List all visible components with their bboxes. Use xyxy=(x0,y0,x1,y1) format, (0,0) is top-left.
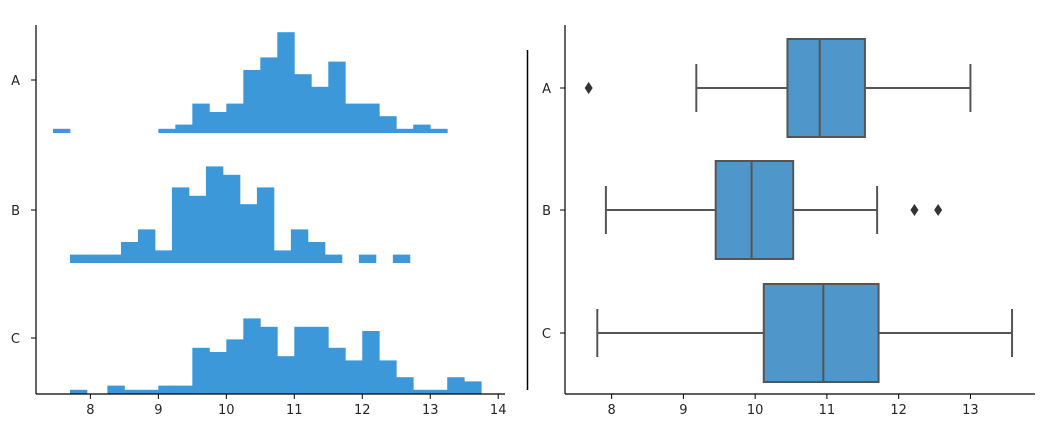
boxplot-panel: 8 9 10 11 12 13 A B C xyxy=(542,25,1035,418)
hist-bar-B xyxy=(103,254,122,263)
hist-bar-C xyxy=(107,385,125,394)
hist-bar-B xyxy=(120,242,139,263)
x-tick-label: 12 xyxy=(890,403,907,418)
hist-bar-C xyxy=(430,389,448,394)
hist-bar-B xyxy=(69,254,88,263)
x-tick-label: 10 xyxy=(218,403,235,418)
hist-bar-A xyxy=(294,74,312,133)
histogram-panel: 8 9 10 11 12 13 14 A B C xyxy=(11,25,507,418)
hist-bar-A xyxy=(413,124,431,133)
x-tick-label: 8 xyxy=(608,403,616,418)
hist-bar-B xyxy=(256,187,275,263)
hist-bar-A xyxy=(192,103,210,133)
x-tick-label: 9 xyxy=(154,403,162,418)
hist-bar-B xyxy=(171,187,190,263)
hist-bar-C xyxy=(464,381,482,394)
hist-bar-A xyxy=(52,128,71,133)
x-tick-label: 10 xyxy=(747,403,764,418)
hist-bar-C xyxy=(192,347,210,394)
x-tick-label: 13 xyxy=(422,403,439,418)
hist-bar-C xyxy=(277,356,295,394)
hist-bar-B xyxy=(86,254,105,263)
hist-bar-C xyxy=(396,377,414,394)
hist-bar-C xyxy=(260,326,278,394)
hist-bar-C xyxy=(226,339,244,394)
box-A xyxy=(786,38,866,138)
outlier-B xyxy=(910,204,919,216)
hist-bar-C xyxy=(345,360,363,394)
hist-bar-A xyxy=(226,103,244,133)
y-tick-label: B xyxy=(542,204,551,219)
box-C xyxy=(762,283,880,383)
hist-bar-C xyxy=(141,389,159,394)
hist-bar-A xyxy=(328,61,346,133)
hist-bar-A xyxy=(430,128,448,133)
hist-bar-B xyxy=(290,229,309,263)
hist-bar-A xyxy=(158,128,176,133)
hist-bar-A xyxy=(260,57,278,133)
hist-bar-C xyxy=(413,389,431,394)
hist-bar-A xyxy=(311,86,329,133)
hist-bar-B xyxy=(205,166,224,263)
hist-bar-A xyxy=(345,103,363,133)
hist-bar-B xyxy=(392,254,411,263)
hist-bar-B xyxy=(137,229,156,263)
hist-bar-C xyxy=(362,331,380,394)
outlier-A xyxy=(584,82,593,94)
hist-bar-A xyxy=(175,124,193,133)
hist-bar-B xyxy=(222,174,241,263)
hist-bar-C xyxy=(124,389,142,394)
x-tick-label: 8 xyxy=(86,403,94,418)
hist-bar-A xyxy=(243,70,261,133)
hist-bar-C xyxy=(447,377,465,394)
hist-bar-B xyxy=(307,242,326,263)
y-tick-label: C xyxy=(542,327,551,342)
hist-bar-C xyxy=(328,347,346,394)
y-tick-label: C xyxy=(11,332,20,347)
hist-bar-C xyxy=(243,318,261,394)
hist-bar-B xyxy=(154,250,173,263)
x-tick-label: 9 xyxy=(679,403,687,418)
x-tick-label: 13 xyxy=(962,403,979,418)
hist-bar-B xyxy=(188,195,207,263)
hist-bar-C xyxy=(379,360,397,394)
hist-bar-A xyxy=(396,128,414,133)
hist-bar-A xyxy=(379,116,397,133)
hist-bar-C xyxy=(175,385,193,394)
x-tick-label: 11 xyxy=(286,403,303,418)
x-tick-label: 14 xyxy=(490,403,507,418)
x-tick-label: 11 xyxy=(819,403,836,418)
hist-bar-B xyxy=(239,204,258,263)
hist-bar-A xyxy=(209,112,227,133)
hist-bar-A xyxy=(362,103,380,133)
hist-bar-C xyxy=(311,326,329,394)
y-tick-label: A xyxy=(542,82,551,97)
hist-bar-C xyxy=(294,326,312,394)
hist-bar-A xyxy=(277,32,295,134)
hist-bar-B xyxy=(273,250,292,263)
y-tick-label: A xyxy=(11,74,20,89)
y-tick-label: B xyxy=(11,204,20,219)
hist-bar-C xyxy=(69,389,88,394)
hist-bar-C xyxy=(158,385,176,394)
hist-bar-B xyxy=(324,254,343,263)
hist-bar-C xyxy=(209,352,227,394)
x-tick-label: 12 xyxy=(354,403,371,418)
hist-bar-B xyxy=(358,254,377,263)
box-B xyxy=(714,160,795,260)
outlier-B xyxy=(934,204,943,216)
